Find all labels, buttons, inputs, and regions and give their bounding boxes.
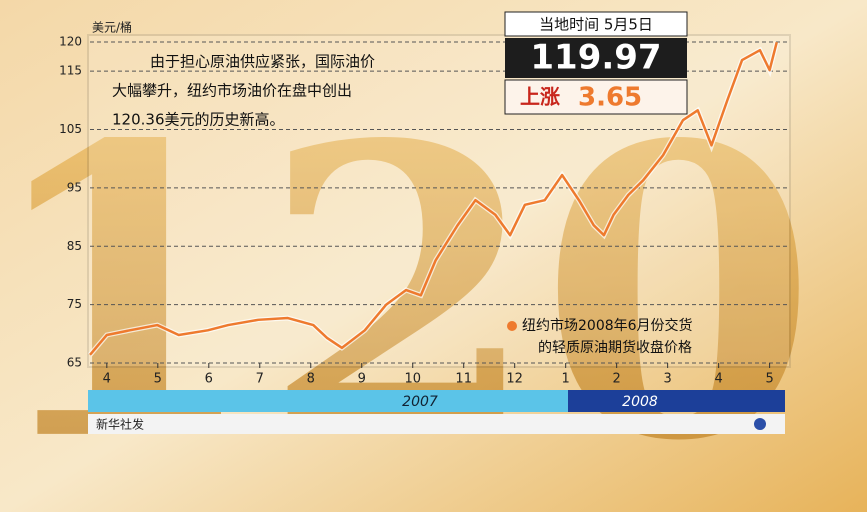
- background-number: 120: [0, 59, 817, 512]
- annotation-line: 大幅攀升，纽约市场油价在盘中创出: [112, 82, 352, 100]
- source-bar: [88, 414, 785, 434]
- year-label: 2008: [622, 394, 658, 410]
- year-bar-2007: [88, 390, 568, 412]
- source: 新华社发: [96, 417, 144, 432]
- y-tick-label: 65: [67, 356, 82, 370]
- annotation-line: 120.36美元的历史新高。: [112, 111, 285, 129]
- info-date-box: [504, 11, 688, 37]
- x-tick-label: 8: [307, 372, 315, 387]
- x-tick-label: 1: [562, 372, 570, 387]
- x-tick-label: 5: [154, 372, 162, 387]
- info-price: 119.97: [530, 38, 661, 78]
- info-change: 3.65: [578, 83, 642, 113]
- logo: [754, 418, 766, 430]
- line: [89, 41, 778, 356]
- y-tick-label: 105: [59, 122, 82, 136]
- x-tick-label: 6: [205, 372, 213, 387]
- y-tick-label: 120: [59, 35, 82, 49]
- y-tick-label: 95: [67, 180, 82, 194]
- x-tick-label: 7: [256, 372, 264, 387]
- info-change-box: [504, 79, 688, 115]
- year-label: 2007: [402, 394, 438, 410]
- y-tick-label: 75: [67, 297, 82, 311]
- y-tick-label: 85: [67, 239, 82, 253]
- legend-label: 的轻质原油期货收盘价格: [538, 339, 692, 356]
- x-tick-label: 11: [455, 372, 472, 387]
- x-tick-label: 10: [404, 372, 421, 387]
- info-date: 当地时间 5月5日: [539, 16, 653, 34]
- info-box: 当地时间 5月5日 119.97 上涨 3.65: [504, 11, 688, 115]
- year-bar-2008: [568, 390, 785, 412]
- legend-label: 纽约市场2008年6月份交货: [522, 317, 693, 334]
- annotation: 由于担心原油供应紧张，国际油价 大幅攀升，纽约市场油价在盘中创出 120.36美…: [112, 53, 375, 129]
- info-price-box: [505, 38, 687, 78]
- annotation-line: 由于担心原油供应紧张，国际油价: [150, 53, 375, 71]
- x-tick-label: 9: [358, 372, 366, 387]
- x-tick-label: 5: [765, 372, 773, 387]
- x-tick-label: 4: [103, 372, 111, 387]
- legend-marker: [507, 321, 517, 331]
- info-change-label: 上涨: [520, 85, 560, 109]
- x-tick-label: 3: [663, 372, 671, 387]
- y-tick-label: 115: [59, 64, 82, 78]
- y-axis-label: 美元/桶: [92, 20, 132, 35]
- x-tick-label: 4: [714, 372, 722, 387]
- x-tick-label: 2: [613, 372, 621, 387]
- x-tick-label: 12: [506, 372, 523, 387]
